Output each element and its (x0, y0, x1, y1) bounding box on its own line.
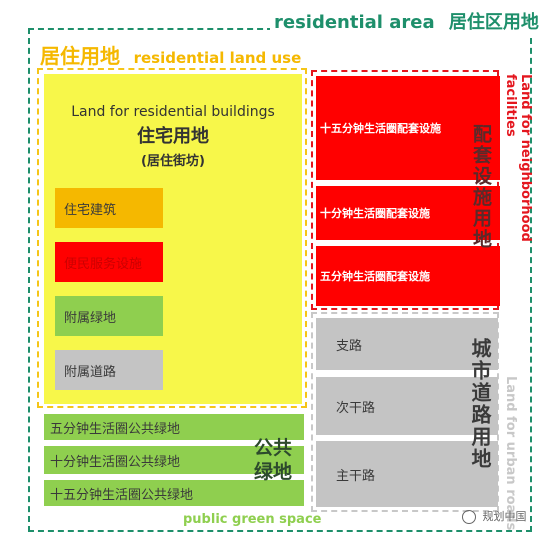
public-green-title-zh: 公共绿地 (251, 436, 295, 484)
neighborhood-facilities-title-en: Land for neighborhood facilities (503, 74, 533, 242)
public-green-15min-block: 十五分钟生活圈公共绿地 (44, 480, 304, 506)
main-trunk-road-block: 主干路 (316, 441, 498, 507)
residential-area-title-zh: 居住区用地 (448, 12, 539, 33)
convenience-service-facilities-label: 便民服务设施 (64, 256, 143, 272)
facility-10min-block: 十分钟生活圈配套设施 (316, 186, 500, 240)
facility-15min-block: 十五分钟生活圈配套设施 (316, 76, 500, 180)
residential-buildings-title-en: Land for residential buildings (71, 104, 275, 120)
facility-15min-label: 十五分钟生活圈配套设施 (320, 122, 441, 135)
secondary-trunk-road-block: 次干路 (316, 377, 498, 435)
watermark-logo-icon (462, 510, 476, 524)
auxiliary-road-label: 附属道路 (64, 364, 117, 380)
residential-building-label: 住宅建筑 (64, 202, 117, 218)
branch-road-block: 支路 (316, 318, 498, 370)
public-green-15min-label: 十五分钟生活圈公共绿地 (50, 487, 194, 503)
watermark-text: 规划中国 (482, 510, 527, 523)
residential-buildings-subtitle: (居住街坊) (141, 154, 205, 169)
facility-5min-label: 五分钟生活圈配套设施 (320, 270, 430, 283)
public-green-title-en: public green space (180, 512, 325, 527)
public-green-10min-block: 十分钟生活圈公共绿地 (44, 446, 304, 474)
urban-roads-frame (311, 312, 499, 512)
residential-building-item: 住宅建筑 (55, 188, 163, 228)
residential-buildings-title-zh: 住宅用地 (137, 126, 209, 147)
public-green-10min-label: 十分钟生活圈公共绿地 (50, 454, 181, 470)
residential-buildings-block (44, 74, 302, 404)
watermark: 规划中国 (462, 508, 527, 524)
residential-buildings-heading: Land for residential buildings 住宅用地 (居住街… (44, 104, 302, 169)
neighborhood-facilities-title-zh: 配套设施用地 (470, 124, 492, 250)
auxiliary-road-item: 附属道路 (55, 350, 163, 390)
residential-land-use-title: 居住用地 residential land use (40, 40, 301, 69)
residential-land-use-title-en: residential land use (133, 49, 302, 67)
public-green-5min-label: 五分钟生活圈公共绿地 (50, 421, 181, 437)
public-green-5min-block: 五分钟生活圈公共绿地 (44, 414, 304, 440)
residential-area-title: residential area 居住区用地 (270, 8, 543, 34)
residential-land-use-frame (37, 68, 307, 408)
branch-road-label: 支路 (336, 338, 363, 354)
urban-roads-title-en: Land for urban roads (503, 376, 518, 531)
facility-10min-label: 十分钟生活圈配套设施 (320, 207, 430, 220)
auxiliary-green-space-label: 附属绿地 (64, 310, 117, 326)
secondary-trunk-road-label: 次干路 (336, 400, 376, 416)
facility-5min-block: 五分钟生活圈配套设施 (316, 246, 500, 306)
urban-roads-title-zh: 城市道路用地 (468, 338, 492, 470)
auxiliary-green-space-item: 附属绿地 (55, 296, 163, 336)
main-trunk-road-label: 主干路 (336, 468, 376, 484)
public-green-title-zh-text: 公共绿地 (253, 437, 292, 483)
residential-area-title-en: residential area (274, 12, 435, 33)
residential-land-use-title-zh: 居住用地 (40, 44, 120, 68)
convenience-service-facilities-item: 便民服务设施 (55, 242, 163, 282)
